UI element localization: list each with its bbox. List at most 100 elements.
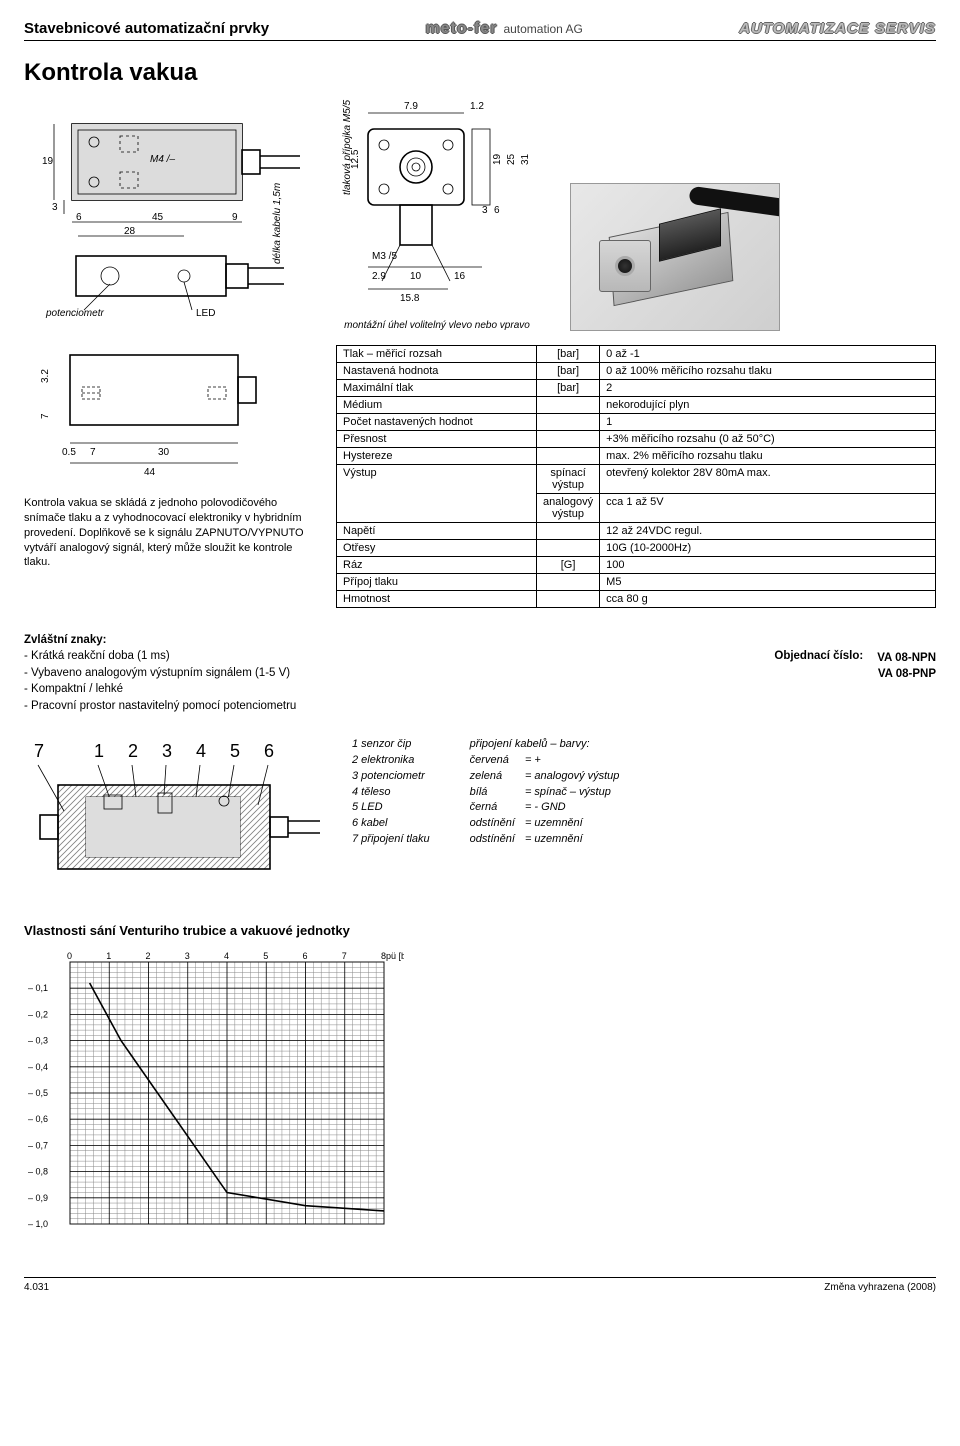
svg-text:16: 16 xyxy=(454,271,466,282)
svg-text:10: 10 xyxy=(410,271,422,282)
legend-part-item: 5 LED xyxy=(352,800,430,816)
svg-text:7.9: 7.9 xyxy=(404,101,418,112)
page-title: Kontrola vakua xyxy=(24,59,936,87)
svg-text:19: 19 xyxy=(42,156,54,167)
svg-text:3.2: 3.2 xyxy=(40,369,51,383)
drawing-bottom: 3.2 7 0.5 7 30 44 xyxy=(24,343,304,483)
svg-text:1: 1 xyxy=(94,741,104,761)
svg-text:2.9: 2.9 xyxy=(372,271,386,282)
header-left: Stavebnicové automatizační prvky xyxy=(24,20,269,37)
svg-text:3: 3 xyxy=(482,205,488,216)
svg-text:– 0,9: – 0,9 xyxy=(28,1192,48,1202)
footer-page-number: 4.031 xyxy=(24,1282,49,1293)
svg-text:tlaková přípojka M5/5: tlaková přípojka M5/5 xyxy=(342,100,353,195)
legend-part-item: 7 připojení tlaku xyxy=(352,832,430,848)
svg-text:1.2: 1.2 xyxy=(470,101,484,112)
legend-wires: připojení kabelů – barvy: červená= +zele… xyxy=(470,737,620,849)
svg-text:7: 7 xyxy=(342,951,347,961)
order-code: VA 08-NPN xyxy=(877,650,936,666)
header-mid: meto-fer automation AG xyxy=(425,20,582,38)
svg-text:15.8: 15.8 xyxy=(400,293,420,304)
svg-text:pü [bar]: pü [bar] xyxy=(386,951,404,961)
drawing-bracket: 7.9 1.2 tlaková přípojka M5/5 12.5 19 25… xyxy=(322,95,552,331)
svg-text:25: 25 xyxy=(506,153,517,165)
svg-text:30: 30 xyxy=(158,447,170,458)
cross-section-legend: 1 senzor čip2 elektronika3 potenciometr4… xyxy=(352,737,619,849)
brand-suffix: automation AG xyxy=(503,22,582,36)
footer-revision: Změna vyhrazena (2008) xyxy=(824,1282,936,1293)
mid-row: 3.2 7 0.5 7 30 44 Kontrola vakua se sklá… xyxy=(24,343,936,608)
svg-text:– 0,6: – 0,6 xyxy=(28,1114,48,1124)
svg-text:6: 6 xyxy=(264,741,274,761)
svg-text:4: 4 xyxy=(224,951,229,961)
legend-part-item: 2 elektronika xyxy=(352,753,430,769)
svg-text:7: 7 xyxy=(40,413,51,419)
svg-text:6: 6 xyxy=(303,951,308,961)
feature-item: - Vybaveno analogovým výstupním signálem… xyxy=(24,665,296,682)
svg-text:5: 5 xyxy=(263,951,268,961)
svg-text:45: 45 xyxy=(152,212,164,223)
svg-text:0: 0 xyxy=(67,951,72,961)
svg-text:3: 3 xyxy=(162,741,172,761)
svg-text:7: 7 xyxy=(90,447,96,458)
features-title: Zvláštní znaky: xyxy=(24,634,296,646)
svg-text:12.5: 12.5 xyxy=(350,149,361,169)
legend-part-item: 4 těleso xyxy=(352,785,430,801)
svg-text:– 0,2: – 0,2 xyxy=(28,1009,48,1019)
svg-text:2: 2 xyxy=(146,951,151,961)
svg-text:6: 6 xyxy=(494,205,500,216)
svg-text:19: 19 xyxy=(492,153,503,165)
bracket-caption: montážní úhel volitelný vlevo nebo vprav… xyxy=(322,320,552,331)
svg-text:6: 6 xyxy=(76,212,82,223)
svg-text:2: 2 xyxy=(128,741,138,761)
svg-text:5: 5 xyxy=(230,741,240,761)
svg-text:M3 /5: M3 /5 xyxy=(372,251,397,262)
description-paragraph: Kontrola vakua se skládá z jednoho polov… xyxy=(24,496,314,570)
order-code: VA 08-PNP xyxy=(877,666,936,682)
svg-text:– 0,8: – 0,8 xyxy=(28,1166,48,1176)
product-photo xyxy=(570,183,780,331)
svg-text:3: 3 xyxy=(185,951,190,961)
header-right: AUTOMATIZACE SERVIS xyxy=(739,20,936,37)
svg-text:– 0,5: – 0,5 xyxy=(28,1088,48,1098)
features-block: Zvláštní znaky: - Krátká reakční doba (1… xyxy=(24,634,936,715)
feature-item: - Pracovní prostor nastavitelný pomocí p… xyxy=(24,698,296,715)
cross-section-drawing: 7 1 2 3 4 5 6 xyxy=(24,737,324,897)
page-footer: 4.031 Změna vyhrazena (2008) xyxy=(24,1277,936,1293)
svg-text:– 0,1: – 0,1 xyxy=(28,983,48,993)
spec-table: Tlak – měřicí rozsah[bar]0 až -1Nastaven… xyxy=(336,345,936,608)
svg-text:3: 3 xyxy=(52,202,58,213)
svg-text:– 0,7: – 0,7 xyxy=(28,1140,48,1150)
legend-part-item: 1 senzor čip xyxy=(352,737,430,753)
legend-part-item: 3 potenciometr xyxy=(352,769,430,785)
cross-section-row: 7 1 2 3 4 5 6 xyxy=(24,737,936,897)
page-header: Stavebnicové automatizační prvky meto-fe… xyxy=(24,20,936,41)
svg-text:0.5: 0.5 xyxy=(62,447,76,458)
venturi-chart: 012345678pü [bar]– 0,1– 0,2– 0,3– 0,4– 0… xyxy=(24,948,936,1253)
feature-item: - Kompaktní / lehké xyxy=(24,681,296,698)
legend-part-item: 6 kabel xyxy=(352,816,430,832)
svg-text:7: 7 xyxy=(34,741,44,761)
order-codes: VA 08-NPNVA 08-PNP xyxy=(877,650,936,682)
drawings-row: M4 /– 19 3 6 45 9 28 xyxy=(24,95,936,331)
svg-text:LED: LED xyxy=(196,308,215,319)
feature-item: - Krátká reakční doba (1 ms) xyxy=(24,648,296,665)
svg-text:potenciometr: potenciometr xyxy=(45,308,104,319)
svg-text:9: 9 xyxy=(232,212,238,223)
legend-parts: 1 senzor čip2 elektronika3 potenciometr4… xyxy=(352,737,430,849)
subsection-heading: Vlastnosti sání Venturiho trubice a vaku… xyxy=(24,923,936,938)
drawing-front: M4 /– 19 3 6 45 9 28 xyxy=(24,106,304,331)
svg-text:4: 4 xyxy=(196,741,206,761)
svg-text:44: 44 xyxy=(144,467,156,478)
svg-text:1: 1 xyxy=(106,951,111,961)
svg-text:– 0,4: – 0,4 xyxy=(28,1061,48,1071)
svg-text:– 0,3: – 0,3 xyxy=(28,1035,48,1045)
svg-text:– 1,0: – 1,0 xyxy=(28,1219,48,1229)
legend-wires-title: připojení kabelů – barvy: xyxy=(470,737,620,753)
brand-logo: meto-fer xyxy=(425,20,497,38)
svg-text:31: 31 xyxy=(520,153,531,165)
m4-label: M4 /– xyxy=(150,154,175,165)
svg-text:28: 28 xyxy=(124,226,136,237)
svg-text:délka kabelu 1,5m: délka kabelu 1,5m xyxy=(272,183,283,264)
order-label: Objednací číslo: xyxy=(774,650,863,662)
